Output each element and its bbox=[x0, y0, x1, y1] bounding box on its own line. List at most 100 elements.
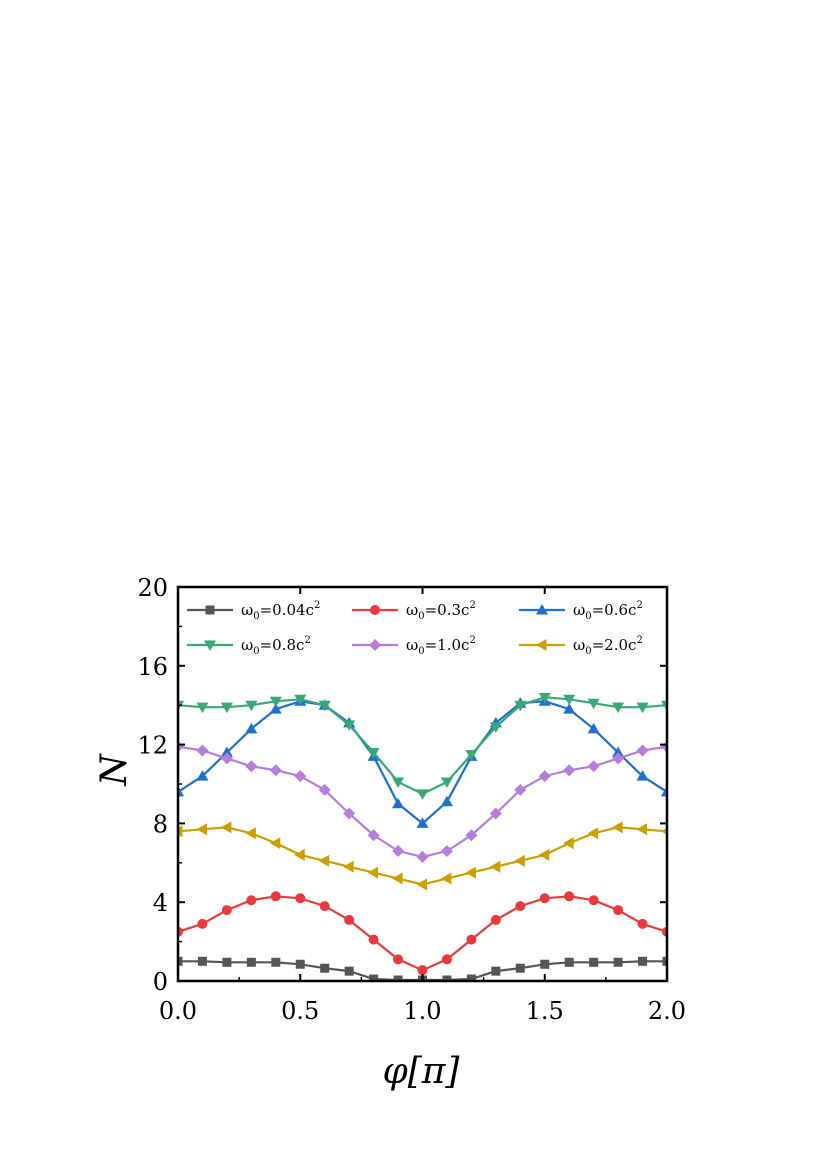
plot-area bbox=[178, 692, 667, 981]
data-point bbox=[220, 821, 232, 834]
data-point bbox=[320, 963, 330, 973]
series-1 bbox=[178, 891, 667, 976]
data-point bbox=[178, 740, 184, 753]
data-point bbox=[416, 789, 429, 800]
legend-entry-4: ω0=1.0c2 bbox=[352, 635, 476, 657]
y-tick-label: 8 bbox=[153, 810, 168, 838]
data-point bbox=[369, 974, 379, 981]
data-point bbox=[538, 692, 551, 704]
data-point bbox=[343, 720, 356, 731]
data-point bbox=[612, 746, 625, 757]
y-tick-label: 16 bbox=[137, 653, 168, 681]
data-point bbox=[294, 694, 307, 706]
data-point bbox=[465, 829, 478, 842]
data-point bbox=[197, 918, 208, 929]
data-point bbox=[612, 702, 625, 714]
data-point bbox=[490, 914, 501, 925]
data-point bbox=[636, 744, 649, 757]
series-2 bbox=[178, 695, 667, 828]
x-axis-title: φ[π] bbox=[383, 1051, 461, 1092]
x-tick-label: 0.5 bbox=[281, 997, 319, 1025]
data-point bbox=[344, 914, 355, 925]
data-point bbox=[318, 854, 330, 867]
data-point bbox=[294, 770, 307, 783]
series-3 bbox=[178, 692, 667, 800]
data-point bbox=[466, 974, 476, 981]
data-point bbox=[416, 878, 427, 891]
data-point bbox=[538, 770, 551, 783]
data-point bbox=[271, 957, 281, 967]
series-4 bbox=[178, 740, 667, 863]
data-point bbox=[222, 957, 232, 967]
data-point bbox=[613, 905, 624, 916]
data-point bbox=[539, 893, 550, 904]
axes: 0.0 0.5 1.0 1.5 2.0 0 4 8 12 16 20 bbox=[137, 574, 686, 1025]
data-point bbox=[269, 837, 281, 850]
data-point bbox=[367, 866, 379, 879]
data-point bbox=[466, 934, 477, 945]
data-point bbox=[514, 854, 525, 867]
data-point bbox=[440, 795, 453, 807]
data-point bbox=[440, 872, 452, 885]
data-point bbox=[514, 700, 527, 712]
data-point bbox=[589, 957, 599, 967]
data-point bbox=[489, 807, 502, 820]
data-point bbox=[638, 956, 648, 966]
legend-label: ω0=2.0c2 bbox=[573, 635, 643, 657]
data-point bbox=[196, 823, 207, 836]
data-point bbox=[612, 821, 623, 834]
data-point bbox=[246, 895, 257, 906]
data-point bbox=[196, 770, 209, 781]
data-point bbox=[368, 934, 379, 945]
data-point bbox=[564, 891, 575, 902]
data-point bbox=[440, 777, 453, 789]
x-tick-label: 1.5 bbox=[526, 997, 564, 1025]
data-point bbox=[367, 747, 380, 759]
data-point bbox=[563, 837, 574, 850]
x-tick-label: 0.0 bbox=[159, 997, 197, 1025]
data-point bbox=[613, 957, 623, 967]
data-point bbox=[661, 700, 667, 712]
legend-marker bbox=[205, 605, 215, 615]
legend-entry-1: ω0=0.3c2 bbox=[352, 600, 476, 622]
y-tick-label: 4 bbox=[153, 889, 168, 917]
y-tick-label: 0 bbox=[153, 968, 168, 996]
data-point bbox=[343, 807, 356, 820]
y-axis-title: N bbox=[94, 753, 135, 787]
data-point bbox=[220, 702, 233, 714]
data-point bbox=[417, 965, 428, 976]
data-point bbox=[612, 752, 625, 765]
data-point bbox=[515, 901, 526, 912]
legend-marker bbox=[536, 639, 547, 651]
data-point bbox=[246, 957, 256, 967]
data-point bbox=[514, 783, 527, 796]
data-point bbox=[491, 966, 501, 976]
data-point bbox=[442, 975, 452, 981]
data-point bbox=[295, 959, 305, 969]
data-point bbox=[661, 740, 667, 753]
legend-entry-5: ω0=2.0c2 bbox=[519, 635, 643, 657]
data-point bbox=[563, 764, 576, 777]
data-point bbox=[270, 891, 281, 902]
data-point bbox=[563, 694, 576, 706]
data-point bbox=[343, 860, 354, 873]
data-point bbox=[588, 895, 599, 906]
legend-label: ω0=1.0c2 bbox=[406, 635, 476, 657]
data-point bbox=[540, 959, 550, 969]
data-point bbox=[636, 702, 649, 714]
data-point bbox=[636, 770, 649, 781]
data-point bbox=[441, 954, 452, 965]
y-tick-label: 12 bbox=[137, 732, 168, 760]
data-point bbox=[587, 760, 600, 773]
data-point bbox=[393, 954, 404, 965]
data-point bbox=[564, 957, 574, 967]
data-point bbox=[196, 702, 209, 714]
data-point bbox=[245, 722, 258, 734]
data-point bbox=[245, 760, 258, 773]
data-point bbox=[538, 848, 550, 861]
legend-label: ω0=0.8c2 bbox=[241, 635, 311, 657]
data-point bbox=[318, 783, 331, 796]
data-point bbox=[392, 872, 403, 885]
legend-entry-3: ω0=0.8c2 bbox=[187, 635, 311, 657]
data-point bbox=[178, 785, 184, 797]
